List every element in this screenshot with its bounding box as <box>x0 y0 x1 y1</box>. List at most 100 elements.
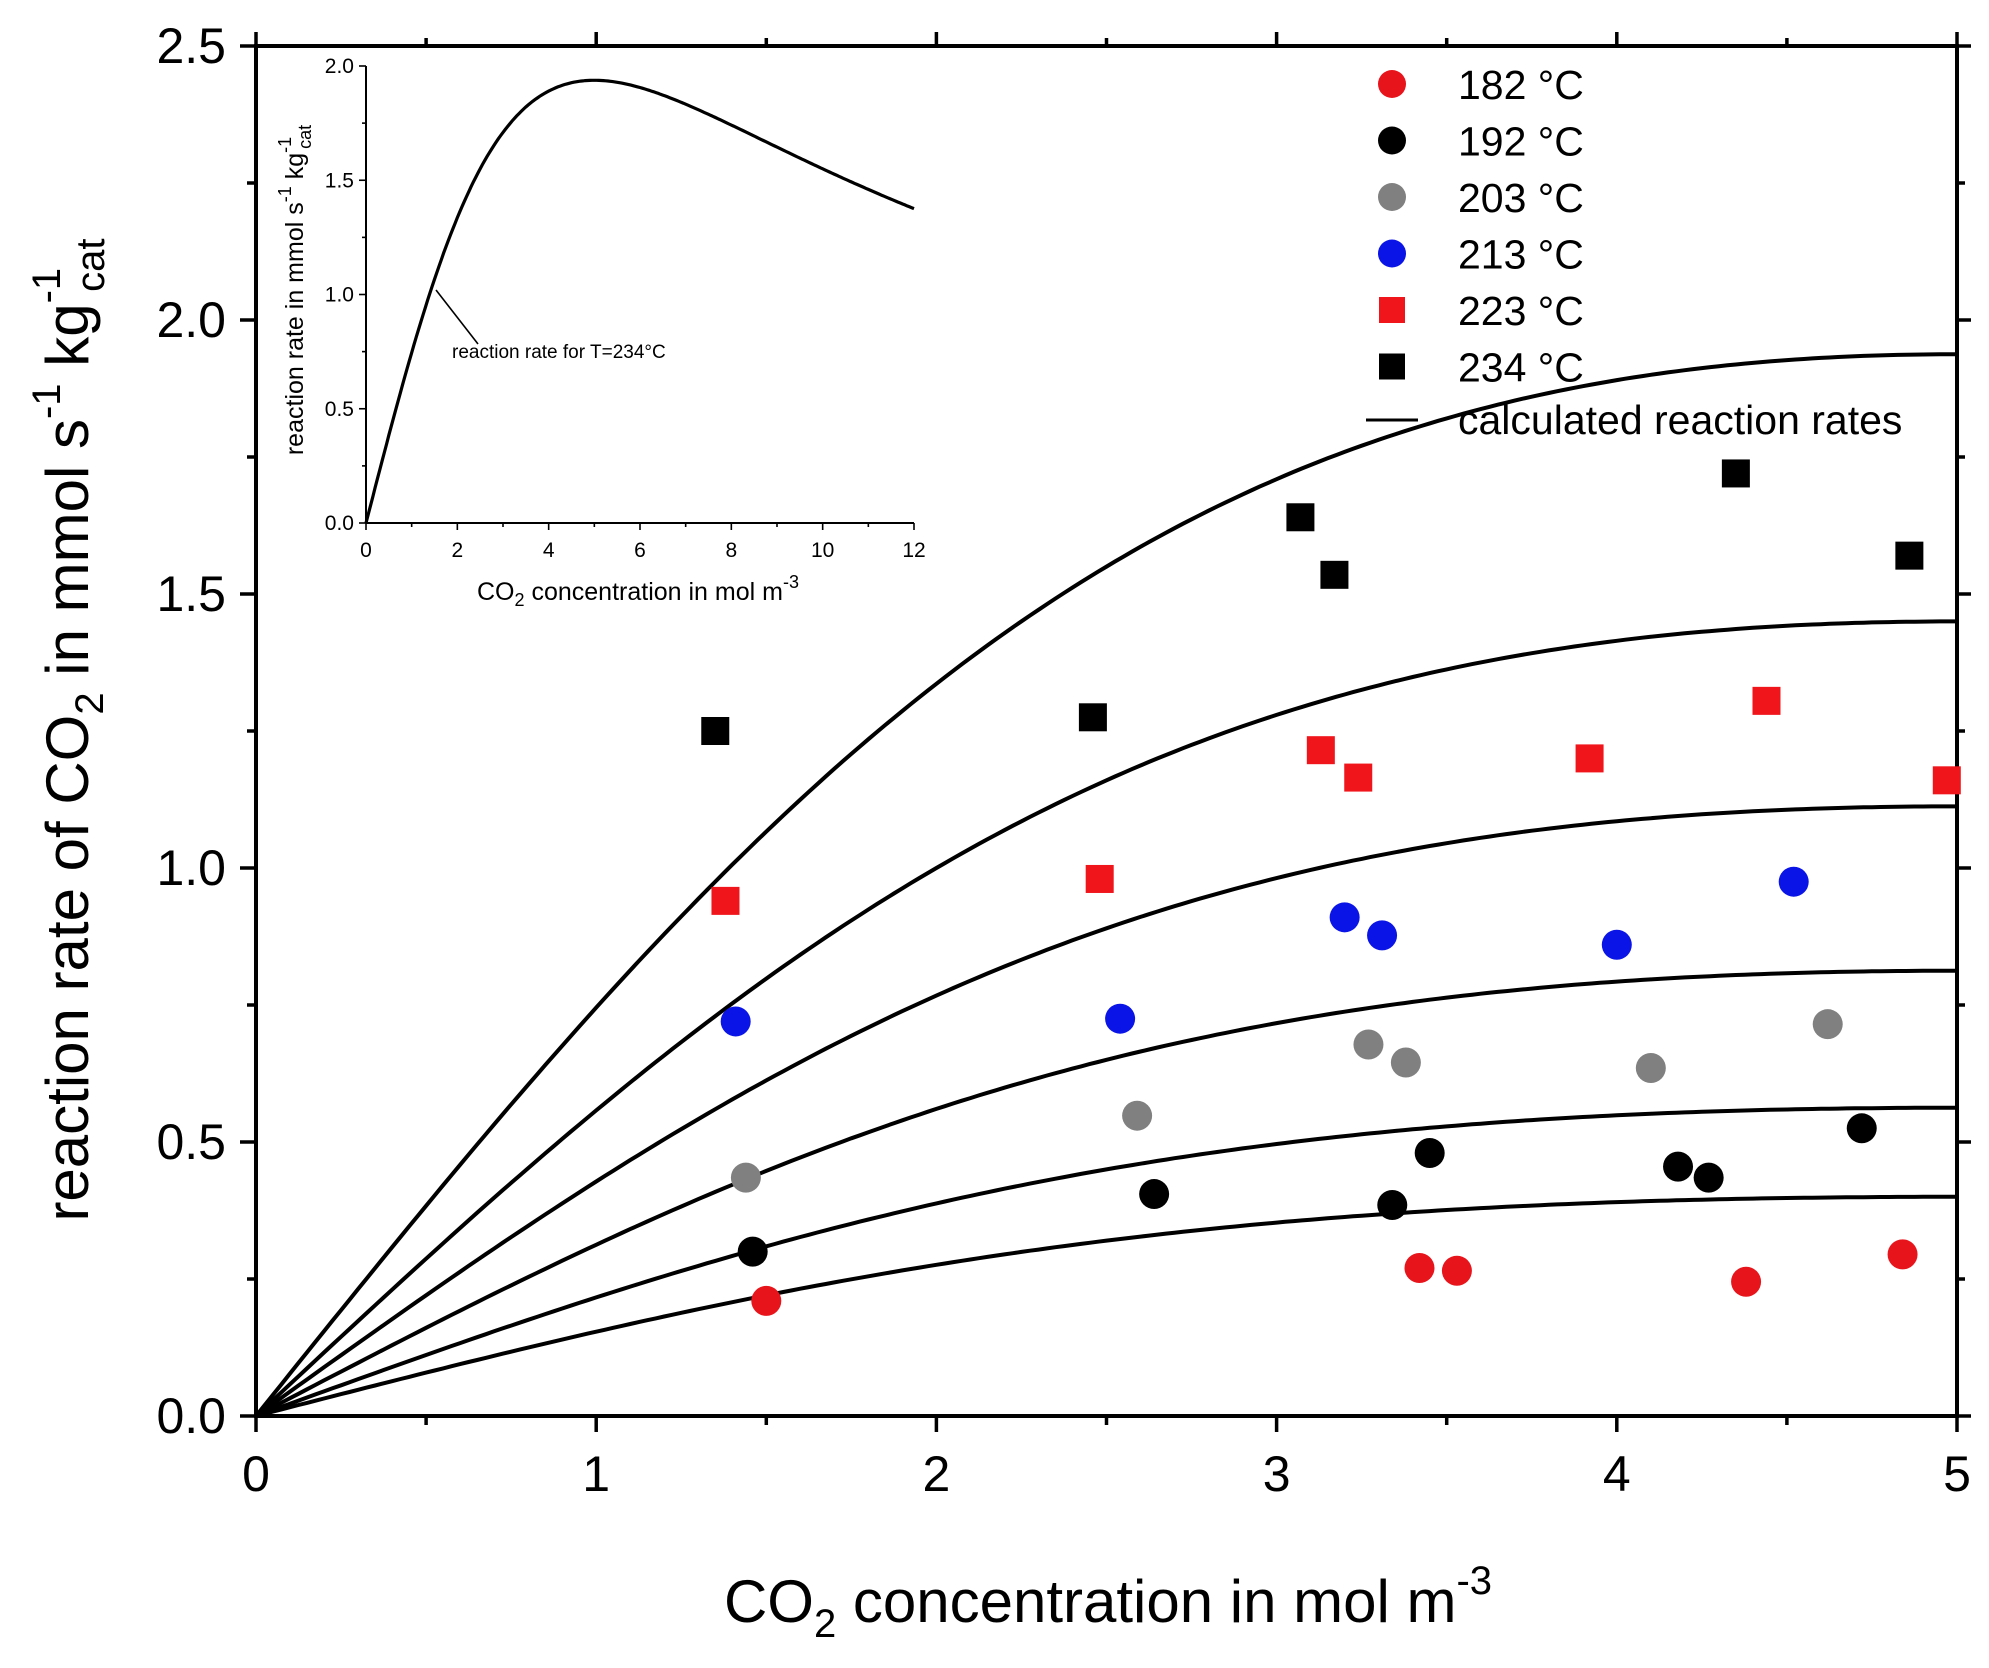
inset-plot: 0 2 4 6 8 10 12 0.0 0.5 1.0 1.5 2.0 reaction rate … <box>275 55 926 610</box>
fit-curve <box>254 352 1957 1418</box>
data-point <box>1122 1100 1153 1131</box>
data-point <box>737 1236 768 1267</box>
axis-ticks <box>240 32 1971 1432</box>
legend-marker <box>1379 297 1405 323</box>
x-tick-label: 0 <box>242 1446 270 1502</box>
fit-curve <box>255 1194 1957 1418</box>
inset-y-tick-labels: 0.0 0.5 1.0 1.5 2.0 <box>325 55 354 535</box>
inset-x-tick-label: 4 <box>543 539 555 562</box>
y-tick-label: 1.5 <box>156 566 226 622</box>
y-tick-label: 0.5 <box>156 1114 226 1170</box>
x-tick-label: 2 <box>922 1446 950 1502</box>
data-point <box>1778 866 1809 897</box>
x-tick-labels: 0 1 2 3 4 5 <box>242 1446 1971 1502</box>
y-tick-label: 1.0 <box>156 840 226 896</box>
inset-frame <box>294 62 916 526</box>
data-point <box>1693 1162 1724 1193</box>
y-tick-labels: 0.0 0.5 1.0 1.5 2.0 2.5 <box>156 18 226 1444</box>
inset-x-tick-labels: 0 2 4 6 8 10 12 <box>360 539 926 562</box>
data-point <box>1286 503 1315 532</box>
data-point <box>1344 763 1373 792</box>
data-point <box>1887 1239 1918 1270</box>
fit-curves <box>254 352 1957 1418</box>
legend: 182 °C 192 °C 203 °C 213 °C 223 °C 234 °C cal… <box>1366 62 1902 443</box>
data-point <box>1812 1009 1843 1040</box>
data-point <box>1105 1003 1136 1034</box>
inset-y-tick-label: 1.0 <box>325 284 354 307</box>
data-point <box>1752 686 1781 715</box>
data-point <box>751 1285 782 1316</box>
inset-x-tick-label: 6 <box>634 539 646 562</box>
y-axis-title: reaction rate of CO2 in mmol s-1 kg-1cat <box>25 238 113 1221</box>
legend-label: calculated reaction rates <box>1458 397 1902 443</box>
data-point <box>711 886 740 915</box>
inset-y-tick-label: 1.5 <box>325 169 354 192</box>
data-point <box>1078 703 1107 732</box>
x-tick-label: 4 <box>1603 1446 1631 1502</box>
data-points <box>701 459 1961 1316</box>
inset-x-tick-label: 2 <box>451 539 463 562</box>
inset-x-axis-title: CO2 concentration in mol m-3 <box>477 572 799 610</box>
data-point <box>1329 902 1360 933</box>
data-point <box>1721 459 1750 488</box>
y-tick-label: 2.0 <box>156 292 226 348</box>
inset-x-tick-label: 0 <box>360 539 372 562</box>
fit-curve <box>254 619 1957 1418</box>
data-point <box>1306 736 1335 765</box>
data-point <box>1663 1151 1694 1182</box>
data-point <box>1404 1253 1435 1284</box>
legend-marker <box>1379 353 1405 380</box>
data-point <box>1139 1179 1170 1210</box>
data-point <box>1441 1255 1472 1286</box>
y-tick-label: 0.0 <box>156 1388 226 1444</box>
fit-curve <box>254 804 1957 1418</box>
fit-curve <box>255 1105 1957 1418</box>
inset-annotation: reaction rate for T=234°C <box>452 342 666 363</box>
legend-label: 203 °C <box>1458 175 1584 221</box>
y-tick-label: 2.5 <box>156 18 226 74</box>
inset-y-axis-title: reaction rate in mmol s-1 kg-1cat <box>275 125 315 455</box>
inset-curve <box>364 78 915 524</box>
inset-x-tick-label: 12 <box>902 539 925 562</box>
data-point <box>1414 1137 1445 1168</box>
inset-x-tick-label: 8 <box>725 539 737 562</box>
data-point <box>1635 1053 1666 1084</box>
data-point <box>720 1006 751 1037</box>
data-point <box>1601 929 1632 960</box>
legend-label: 223 °C <box>1458 288 1584 334</box>
data-point <box>701 717 730 745</box>
inset-annotation-arrow <box>435 289 479 345</box>
x-axis-title: CO2 concentration in mol m-3 <box>724 1559 1492 1646</box>
data-point <box>1932 766 1961 795</box>
legend-marker <box>1378 126 1406 155</box>
x-tick-label: 3 <box>1263 1446 1291 1502</box>
data-point <box>1731 1266 1762 1297</box>
inset-y-tick-label: 2.0 <box>325 55 354 78</box>
data-point <box>1575 744 1604 773</box>
data-point <box>1353 1029 1384 1060</box>
inset-ticks <box>359 65 915 530</box>
legend-label: 234 °C <box>1458 345 1584 391</box>
data-point <box>730 1162 761 1193</box>
inset-y-tick-label: 0.5 <box>325 398 354 421</box>
x-tick-label: 1 <box>582 1446 610 1502</box>
data-point <box>1377 1190 1408 1221</box>
legend-marker <box>1378 70 1406 98</box>
x-tick-label: 5 <box>1943 1446 1971 1502</box>
fit-curve <box>255 968 1957 1418</box>
legend-items: 182 °C 192 °C 203 °C 213 °C 223 °C 234 °C <box>1378 62 1584 391</box>
legend-label: 182 °C <box>1458 62 1584 108</box>
data-point <box>1085 864 1114 893</box>
legend-marker <box>1378 183 1406 211</box>
data-point <box>1367 920 1398 951</box>
data-point <box>1320 560 1349 589</box>
legend-marker <box>1378 239 1406 268</box>
inset-y-tick-label: 0.0 <box>325 512 354 535</box>
legend-label: 192 °C <box>1458 119 1584 165</box>
data-point <box>1895 541 1924 570</box>
data-point <box>1390 1047 1421 1078</box>
legend-label: 213 °C <box>1458 232 1584 278</box>
data-point <box>1846 1113 1877 1144</box>
